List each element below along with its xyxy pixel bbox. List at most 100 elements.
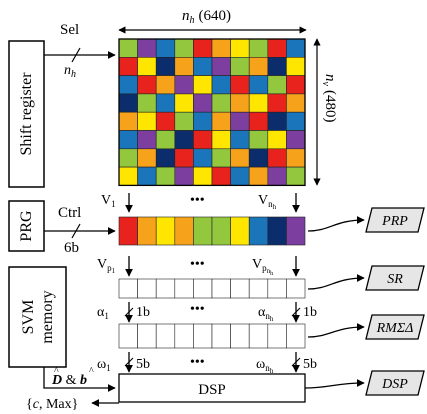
- prg-cell: [230, 216, 250, 246]
- pixel-cell: [137, 130, 157, 150]
- pixel-cell: [286, 56, 306, 76]
- pixel-cell: [230, 148, 250, 168]
- d-b-label: D & b: [51, 373, 87, 388]
- pixel-cell: [155, 166, 176, 186]
- ellipsis-omega: •••: [190, 355, 205, 370]
- sr-output-label: SR: [387, 272, 403, 287]
- sr-cell: [155, 278, 176, 299]
- rmsd-connector: [307, 323, 365, 338]
- pixel-cell: [286, 166, 306, 186]
- alpha-nh-label: αnh: [258, 305, 274, 323]
- rmsd-cell: [137, 323, 157, 349]
- prg-cell: [137, 216, 157, 246]
- pixel-cell: [155, 130, 176, 150]
- dsp-block-label: DSP: [198, 382, 226, 398]
- rmsd-cell: [230, 323, 250, 349]
- pixel-cell: [174, 166, 194, 186]
- pixel-cell: [267, 130, 287, 150]
- pixel-cell: [248, 130, 269, 150]
- v1-label: V1: [101, 193, 116, 209]
- prg-cell: [248, 216, 269, 246]
- shift-register-block: [8, 40, 45, 188]
- rmsd-cell: [174, 323, 194, 349]
- dsp-connector: [304, 379, 365, 389]
- pixel-cell: [193, 56, 213, 76]
- d-hat-accent: ^: [54, 366, 59, 377]
- pixel-cell: [230, 130, 250, 150]
- sr-cell: [248, 278, 269, 299]
- pixel-cell: [267, 56, 287, 76]
- pixel-cell: [193, 130, 213, 150]
- pixel-cell: [193, 93, 213, 113]
- svm-memory-label-1: SVM: [20, 300, 37, 335]
- pixel-cell: [155, 75, 176, 95]
- rmsd-cell: [211, 323, 231, 349]
- pixel-cell: [193, 148, 213, 168]
- pixel-cell: [230, 111, 250, 131]
- pixel-cell: [211, 38, 231, 58]
- pixel-cell: [267, 93, 287, 113]
- pixel-cell: [193, 75, 213, 95]
- pixel-cell: [248, 75, 269, 95]
- pixel-cell: [137, 56, 157, 76]
- alpha1-width: 1b: [136, 305, 150, 320]
- prg-cell: [193, 216, 213, 246]
- sr-cell: [230, 278, 250, 299]
- prg-cell: [174, 216, 194, 246]
- prp-output-label: PRP: [381, 214, 408, 229]
- omega1-bus-slash: [124, 357, 134, 367]
- pixel-cell: [174, 38, 194, 58]
- pixel-cell: [211, 75, 231, 95]
- prg-cell: [286, 216, 306, 246]
- pixel-cell: [118, 56, 138, 76]
- alpha1-bus-slash: [124, 307, 134, 317]
- pixel-cell: [137, 111, 157, 131]
- prg-output-row: [118, 216, 306, 246]
- pixel-cell: [230, 166, 250, 186]
- ellipsis-mid: •••: [190, 257, 205, 272]
- prp-output: [365, 207, 425, 233]
- svm-memory-label-2: memory: [39, 290, 56, 343]
- pixel-cell: [286, 93, 306, 113]
- omega1-label: ω1: [97, 357, 111, 373]
- pixel-cell: [118, 166, 138, 186]
- pixel-cell: [193, 166, 213, 186]
- dsp-block: [118, 373, 306, 403]
- pixel-cell: [155, 111, 176, 131]
- pixel-cell: [248, 111, 269, 131]
- pixel-cell: [211, 93, 231, 113]
- sr-cell: [211, 278, 231, 299]
- height-dimension-label: nv(480): [320, 74, 338, 122]
- prg-cell: [211, 216, 231, 246]
- pixel-cell: [118, 111, 138, 131]
- pixel-cell: [137, 166, 157, 186]
- pixel-cell: [267, 148, 287, 168]
- omega1-width: 5b: [136, 357, 150, 372]
- rmsd-cell: [155, 323, 176, 349]
- pixel-cell: [118, 148, 138, 168]
- pixel-cell: [118, 38, 138, 58]
- pixel-cell: [174, 93, 194, 113]
- sr-cell: [174, 278, 194, 299]
- sr-cell: [137, 278, 157, 299]
- pixel-cell: [137, 148, 157, 168]
- pixel-cell: [155, 93, 176, 113]
- pixel-cell: [118, 130, 138, 150]
- pixel-cell: [211, 130, 231, 150]
- pixel-cell: [286, 148, 306, 168]
- pixel-cell: [211, 111, 231, 131]
- sr-output: [365, 265, 425, 291]
- rmsd-cell: [286, 323, 306, 349]
- pixel-cell: [286, 130, 306, 150]
- pixel-cell: [248, 166, 269, 186]
- sr-cell: [286, 278, 306, 299]
- pixel-cell: [155, 56, 176, 76]
- pixel-cell: [248, 148, 269, 168]
- ctrl-label: Ctrl: [58, 205, 81, 221]
- dsp-output: [365, 370, 425, 396]
- ellipsis-top: •••: [190, 193, 205, 208]
- rmsd-cell: [193, 323, 213, 349]
- vp1-label: Vp1: [97, 257, 116, 275]
- dsp-output-label: DSP: [381, 377, 408, 392]
- prp-connector: [307, 216, 365, 232]
